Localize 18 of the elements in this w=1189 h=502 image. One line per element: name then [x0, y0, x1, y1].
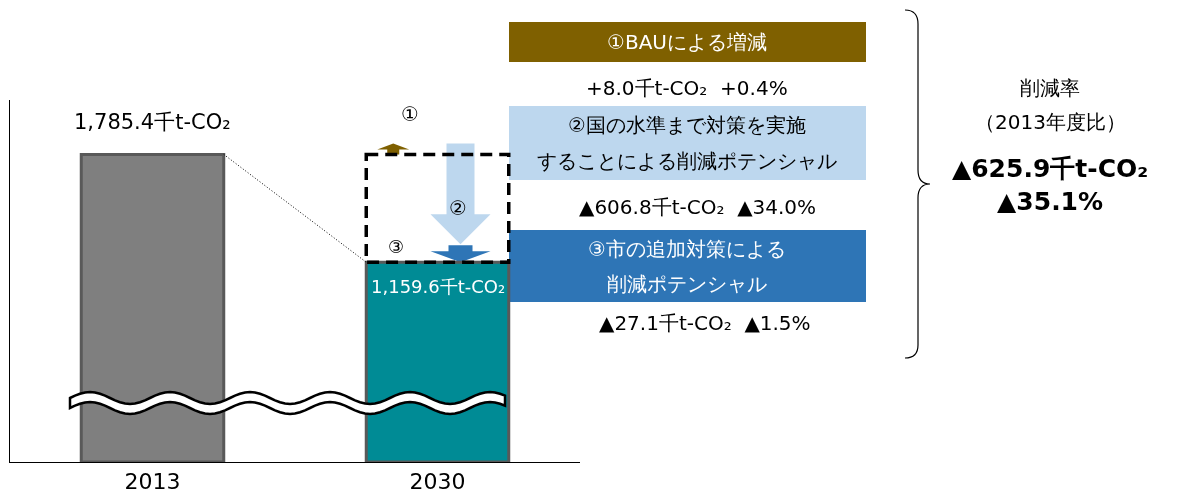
x-tick-label: 2030 [409, 469, 466, 495]
text: ②国の水準まで対策を実施 [568, 113, 806, 137]
text: ①BAUによる増減 [607, 30, 767, 54]
annotation: ② [449, 196, 467, 220]
x-tick-label: 2013 [124, 469, 181, 495]
annotation: することによる削減ポテンシャル [537, 149, 837, 173]
text: ① [401, 102, 419, 126]
annotation: ▲606.8千t-CO₂ ▲34.0% [579, 195, 817, 219]
text: ▲27.1千t-CO₂ ▲1.5% [599, 311, 811, 335]
text: 削減ポテンシャル [607, 272, 767, 296]
data-label: 1,159.6千t-CO₂ [371, 276, 506, 297]
text: +8.0千t-CO₂ +0.4% [586, 76, 788, 100]
text: 削減率 [1020, 76, 1080, 100]
text: （2013年度比） [975, 110, 1126, 134]
annotation: ③ [388, 236, 405, 257]
text: ▲625.9千t-CO₂ ▲35.1% [952, 154, 1149, 216]
text: ③市の追加対策による [588, 237, 786, 261]
data-label: 1,785.4千t-CO₂ [74, 110, 231, 134]
